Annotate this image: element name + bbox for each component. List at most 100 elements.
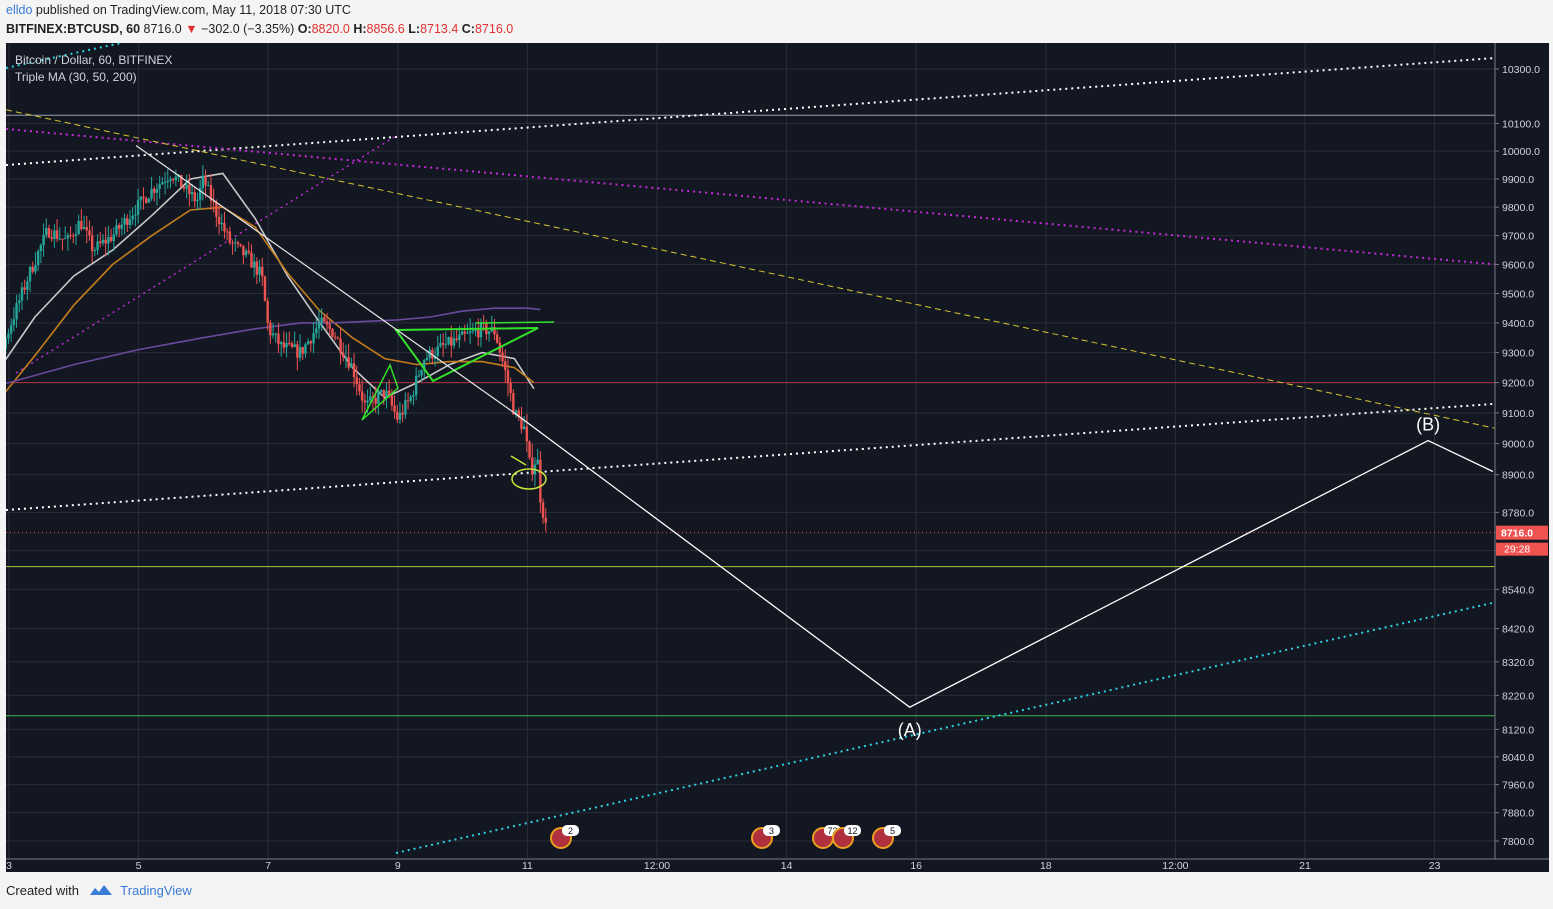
candle-body [414,375,418,396]
event-count-bubble [844,825,861,836]
time-tick-label: 14 [781,860,793,872]
candle-body [209,185,213,201]
event-count-label: 12 [847,826,857,836]
candle-body [504,361,507,371]
candle-body [352,363,356,378]
candle-body [82,227,86,230]
green-flag-pattern [361,363,399,421]
candle-body [271,333,275,336]
candle-body [412,395,415,397]
candle-body [301,347,304,354]
candle-body [180,174,183,187]
candle-body [506,370,510,384]
candle-body [374,397,377,404]
candle-body [239,243,242,246]
candle-body [279,342,283,345]
candle-body [544,517,547,523]
candle-body [155,189,159,193]
tradingview-link[interactable]: TradingView [120,883,192,898]
price-tick-label: 8120.0 [1502,724,1534,736]
candle-body [420,370,423,376]
candle-body [458,334,461,340]
last-price-tag-label: 8716.0 [1501,528,1533,540]
candle-body [247,250,250,253]
candle-body [236,242,240,244]
time-tick-label: 18 [1040,860,1052,872]
candle-body [26,281,29,290]
candle-body [401,412,404,415]
candle-body [63,238,67,240]
author-link[interactable]: elldo [6,3,33,17]
candle-body [39,245,43,252]
price-axis[interactable]: 10300.0 10100.0 10000.0 9900.0 9800.0 9700.0 9… [1494,43,1549,872]
countdown-label: 29:28 [1504,544,1530,556]
candle-body [501,352,504,362]
candle-body [350,363,353,368]
candle-body [328,324,331,329]
candle-body [312,333,315,344]
candle-body [174,176,178,181]
chart-background [6,43,1549,872]
candle-body [47,228,51,238]
event-count-bubble [884,825,901,836]
candle-body [474,329,477,331]
open-value: 8820.0 [311,22,350,36]
candle-body [28,266,32,282]
candle-body [404,400,407,415]
time-tick-label: 21 [1299,860,1311,872]
candle-body [387,390,391,396]
candle-body [198,187,202,200]
candle-body [169,178,172,181]
candle-body [455,338,458,340]
candle-body [277,333,280,345]
target-circle [511,468,547,490]
candle-body [163,182,167,184]
projection: (A) (B) [135,145,1494,740]
falling-trendline [135,145,515,414]
candle-body [144,198,148,203]
price-chart[interactable]: (A)(B) 2 3 73 12 5 10300.010100.010000.09900… [6,43,1549,872]
candle-body [444,344,448,346]
event-count-bubble [763,825,780,836]
candle-body [188,184,191,195]
projection-path [514,412,1494,708]
price-tick-label: 8320.0 [1502,657,1534,669]
candle-body [45,228,48,235]
time-tick-label: 23 [1429,860,1441,872]
time-tick-label: 12:00 [644,860,670,872]
legend-indicator: Triple MA (30, 50, 200) [15,70,137,84]
cyan-trendline [395,601,1496,854]
candle-body [398,412,402,420]
close-value: 8716.0 [474,22,514,36]
candle-body [220,222,223,225]
candle-body [309,341,313,344]
candle-body [293,344,296,347]
price-tick-label: 7960.0 [1502,780,1534,792]
candle-body [369,396,372,401]
candle-body [9,325,13,334]
candle-body [304,344,307,354]
candle-body [539,459,542,503]
candle-body [109,237,113,241]
price-tick-label: 9000.0 [1502,439,1534,451]
tradingview-logo-icon[interactable] [89,884,113,899]
candle-body [6,338,7,349]
ma-line-1 [6,172,535,399]
candle-body [531,457,534,475]
candle-body [360,391,364,401]
candle-body [323,317,326,322]
candle-body [396,411,399,420]
candle-body [477,329,480,338]
candle-body [244,250,248,256]
white-dotted-lower [6,402,1496,511]
candle-body [231,242,234,244]
high-label: H: [353,22,367,36]
price-tick-label: 8420.0 [1502,624,1534,636]
candle-body [487,331,491,335]
candle-body [126,218,129,226]
candle-body [379,389,383,393]
candle-body [215,202,218,217]
candle-body [50,237,53,240]
candle-body [61,238,64,240]
